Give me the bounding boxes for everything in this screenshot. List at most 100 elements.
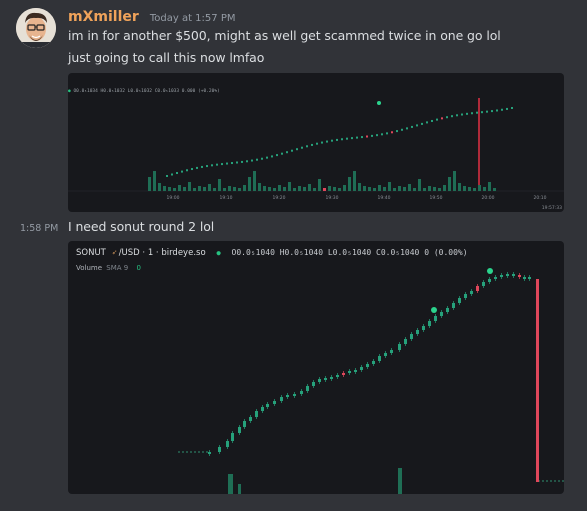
candle [381,133,383,136]
candle [255,411,258,417]
candle [273,401,276,404]
marker-dot [487,268,493,274]
volume-bar [453,171,456,191]
volume-bar [238,484,241,494]
candle [326,140,328,143]
volume-bar [433,187,436,191]
candle [166,175,168,177]
x-tick-label: 19:30 [326,195,339,201]
candle [398,344,401,350]
candle [221,163,223,166]
volume-bar [268,187,271,191]
message-timestamp[interactable]: Today at 1:57 PM [149,13,236,24]
candle [440,312,443,316]
username[interactable]: mXmiller [68,9,139,25]
candle [280,397,283,401]
candle [243,421,246,427]
candle [404,339,407,344]
volume-bar [263,186,266,191]
candle [318,379,321,382]
volume-bar [348,177,351,191]
volume-bar [413,188,416,191]
volume-bar [488,182,491,191]
candle [331,139,333,142]
candle [301,146,303,149]
candle [476,286,479,291]
avatar[interactable] [16,8,56,48]
volume-bar [218,179,221,191]
candle [464,294,467,298]
marker-dot [431,307,437,313]
volume-bar [388,182,391,191]
candle [291,149,293,152]
candle [471,112,473,115]
volume-bar [483,187,486,191]
volume-bar [363,186,366,191]
volume-bar [343,185,346,191]
candle [434,316,437,321]
x-tick-label: 19:10 [220,195,233,201]
candle [191,168,193,171]
candle [421,122,423,125]
candle [466,112,468,115]
candle [491,110,493,113]
volume-bar [393,188,396,191]
candle [366,135,368,138]
volume-bar [203,187,206,191]
chart1-legend: ● O0.0₅1034 H0.0₅1032 L0.0₅1032 C0.0₅103… [68,89,220,94]
candle [276,154,278,157]
candle [452,303,455,308]
candle [446,116,448,119]
volume-bar [468,187,471,191]
candle [416,330,419,334]
candle [271,155,273,158]
candle [251,159,253,162]
chart2-pair: /USD · 1 · birdeye.so [118,248,206,258]
candle [482,282,485,286]
volume-bar [368,187,371,191]
volume-bar [148,177,151,191]
candle [528,277,531,279]
candle [501,108,503,111]
chart2-ohlc: O0.0₅1040 H0.0₅1040 L0.0₅1040 C0.0₅1040 … [231,248,468,257]
candle [431,119,433,122]
volume-bar [398,186,401,191]
chart2-symbol: SONUT [76,248,106,258]
hover-timestamp[interactable]: 1:58 PM [20,223,59,234]
candle [241,160,243,163]
marker-dot [377,101,381,105]
chart1-legend-text: O0.0₅1034 H0.0₅1032 L0.0₅1032 C0.0₅1033 … [73,89,220,94]
volume-sma: SMA 9 [106,264,129,272]
x-tick-label: 20:00 [482,195,495,201]
crash-candle [478,98,480,191]
message-header: mXmiller Today at 1:57 PM [68,6,235,26]
candle [286,151,288,154]
candle [351,137,353,140]
candle [231,162,233,165]
volume-bar [318,179,321,191]
volume-bar [168,187,171,191]
volume-bar [178,185,181,191]
candle [261,407,264,411]
volume-bar [313,188,316,191]
candle [481,111,483,114]
volume-bar [223,188,226,191]
rocket-icon: ➶ [111,248,117,257]
chart-image-1[interactable]: ● O0.0₅1034 H0.0₅1032 L0.0₅1032 C0.0₅103… [68,73,564,212]
volume-bar [438,188,441,191]
volume-bar [273,188,276,191]
volume-bar [328,186,331,191]
candle [506,107,508,110]
candle [236,161,238,164]
candle [208,452,211,454]
candle [436,118,438,121]
chart-image-2[interactable]: SONUT ➶/USD · 1 · birdeye.so ● O0.0₅1040 … [68,241,564,494]
candle [238,427,241,433]
volume-bar [233,187,236,191]
candle [186,169,188,172]
corner-time-label: 19:57:33 [542,205,562,211]
volume-bar [383,187,386,191]
candle [324,378,327,380]
candle [196,166,198,169]
candle [426,121,428,124]
